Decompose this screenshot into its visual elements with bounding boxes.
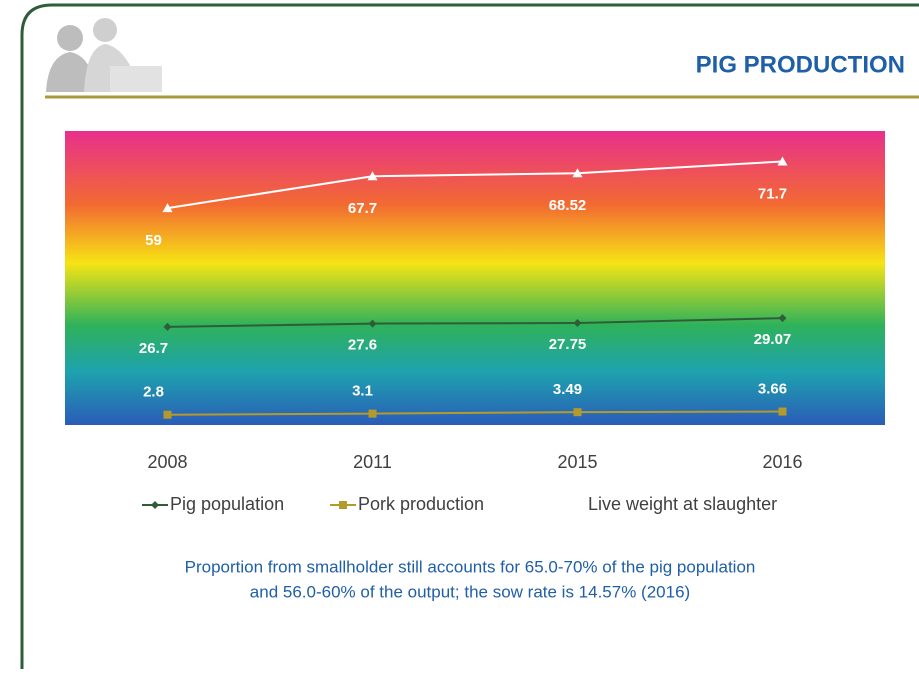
caption: Proportion from smallholder still accoun… [185,557,756,576]
data-point [573,408,582,417]
legend-marker [339,501,347,509]
data-label: 59 [145,232,162,249]
series-line [167,410,783,416]
data-point [368,409,377,418]
legend-label: Pig population [170,494,284,514]
data-point [778,407,787,416]
series-line [167,317,783,328]
data-point [162,203,173,213]
x-tick-label: 2016 [762,452,802,472]
x-tick-label: 2008 [147,452,187,472]
data-point [163,322,172,331]
legend-label: Live weight at slaughter [588,494,777,514]
data-label: 26.7 [139,340,168,357]
data-point [368,319,377,328]
chart: 2008 2011 2015 2016 26.7 27.6 27.75 29.07 2.8 3.1… [139,156,803,601]
legend-marker [568,500,578,509]
data-label: 71.7 [758,185,787,202]
data-point [778,314,787,323]
data-label: 3.1 [352,383,373,400]
slide-frame [20,3,919,669]
plot-area [65,131,885,425]
data-label: 27.75 [549,336,587,353]
data-point [777,156,788,166]
legend-marker [151,501,159,509]
caption: and 56.0-60% of the output; the sow rate… [250,582,690,601]
data-point [572,168,583,178]
data-label: 2.8 [143,384,164,401]
data-label: 27.6 [348,337,377,354]
data-label: 3.66 [758,381,787,398]
x-tick-label: 2011 [353,452,392,472]
legend-label: Pork production [358,494,484,514]
data-label: 68.52 [549,197,587,214]
data-point [163,410,172,419]
series-line [167,160,783,210]
data-point [367,171,378,181]
data-label: 67.7 [348,200,377,217]
data-point [573,319,582,328]
slide-title: PIG PRODUCTION [696,51,905,78]
x-tick-label: 2015 [557,452,597,472]
people-icon [46,18,162,92]
data-label: 3.49 [553,381,582,398]
data-label: 29.07 [754,331,792,348]
